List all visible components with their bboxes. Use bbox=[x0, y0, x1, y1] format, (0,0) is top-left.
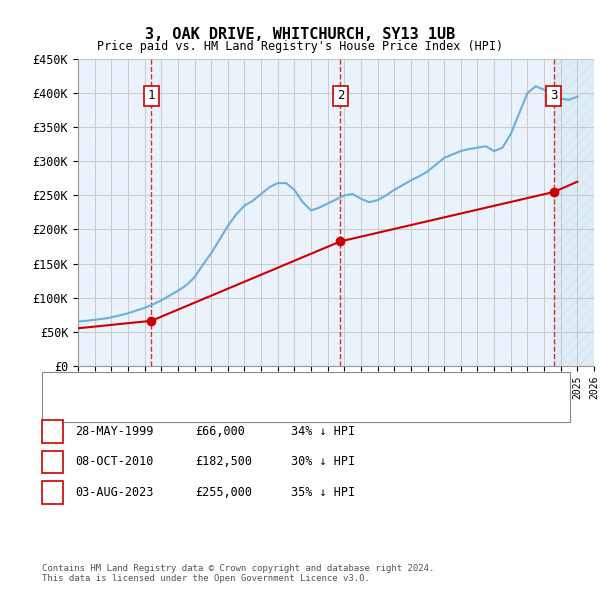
Text: 30% ↓ HPI: 30% ↓ HPI bbox=[291, 455, 355, 468]
Text: £182,500: £182,500 bbox=[195, 455, 252, 468]
Text: 2: 2 bbox=[337, 89, 344, 102]
Bar bbox=[554, 59, 594, 366]
Text: 2: 2 bbox=[49, 455, 56, 468]
Text: £66,000: £66,000 bbox=[195, 425, 245, 438]
Text: 28-MAY-1999: 28-MAY-1999 bbox=[75, 425, 154, 438]
Text: ———: ——— bbox=[51, 379, 74, 392]
Text: Contains HM Land Registry data © Crown copyright and database right 2024.
This d: Contains HM Land Registry data © Crown c… bbox=[42, 563, 434, 583]
Text: HPI: Average price, detached house, Shropshire: HPI: Average price, detached house, Shro… bbox=[87, 403, 374, 413]
Text: Price paid vs. HM Land Registry's House Price Index (HPI): Price paid vs. HM Land Registry's House … bbox=[97, 40, 503, 53]
Text: 34% ↓ HPI: 34% ↓ HPI bbox=[291, 425, 355, 438]
Text: 3: 3 bbox=[49, 486, 56, 499]
Text: 3: 3 bbox=[550, 89, 557, 102]
Text: 3, OAK DRIVE, WHITCHURCH, SY13 1UB (detached house): 3, OAK DRIVE, WHITCHURCH, SY13 1UB (deta… bbox=[87, 381, 406, 391]
Text: 08-OCT-2010: 08-OCT-2010 bbox=[75, 455, 154, 468]
Text: 1: 1 bbox=[49, 425, 56, 438]
Text: 35% ↓ HPI: 35% ↓ HPI bbox=[291, 486, 355, 499]
Text: 03-AUG-2023: 03-AUG-2023 bbox=[75, 486, 154, 499]
Text: ———: ——— bbox=[51, 401, 74, 414]
Text: 1: 1 bbox=[148, 89, 155, 102]
Text: £255,000: £255,000 bbox=[195, 486, 252, 499]
Text: 3, OAK DRIVE, WHITCHURCH, SY13 1UB: 3, OAK DRIVE, WHITCHURCH, SY13 1UB bbox=[145, 27, 455, 41]
